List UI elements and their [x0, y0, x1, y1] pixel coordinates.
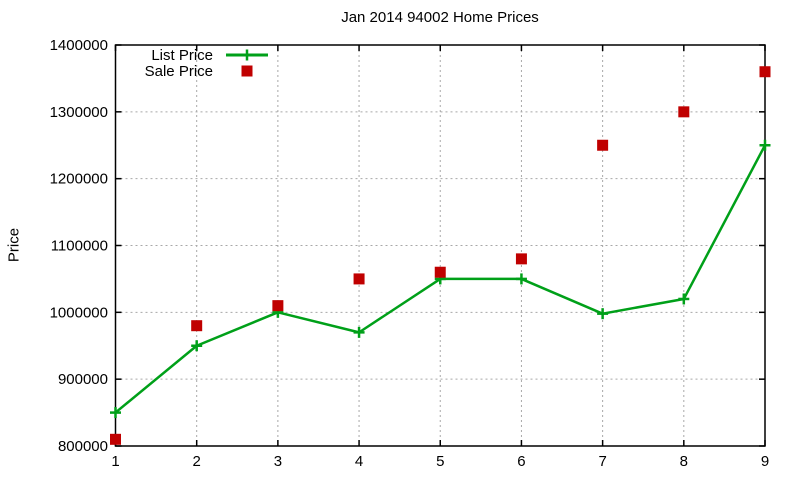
svg-text:1400000: 1400000	[50, 37, 108, 54]
gridlines	[115, 45, 765, 446]
series-list-price	[110, 139, 771, 419]
svg-text:3: 3	[274, 453, 282, 470]
y-axis-title: Price	[5, 227, 23, 263]
legend-square-icon	[241, 65, 253, 77]
svg-text:800000: 800000	[58, 438, 108, 455]
svg-text:2: 2	[193, 453, 201, 470]
svg-text:1100000: 1100000	[51, 238, 108, 255]
series-sale-price	[110, 66, 771, 445]
legend-label-sale-price: Sale Price	[144, 62, 213, 80]
legend-item-list-price: List Price	[81, 46, 269, 64]
axis-ticks	[114, 44, 766, 447]
legend-label-list-price: List Price	[151, 46, 213, 64]
svg-text:1200000: 1200000	[50, 171, 108, 188]
svg-text:4: 4	[355, 453, 363, 470]
svg-text:7: 7	[598, 453, 606, 470]
svg-text:6: 6	[517, 453, 525, 470]
list-price-line-sample	[226, 49, 268, 61]
svg-text:8: 8	[680, 453, 688, 470]
chart-title: Jan 2014 94002 Home Prices	[341, 9, 539, 26]
svg-text:1000000: 1000000	[50, 304, 108, 321]
y-tick-labels: 800000 900000 1000000 1100000 1200000 1300000…	[50, 37, 108, 455]
svg-text:900000: 900000	[58, 371, 108, 388]
svg-text:1300000: 1300000	[50, 104, 108, 121]
svg-text:1: 1	[111, 453, 119, 470]
svg-text:5: 5	[436, 453, 444, 470]
sale-price-marker-sample	[241, 65, 253, 77]
x-tick-labels: 1 2 3 4 5 6 7 8 9	[111, 453, 769, 470]
legend: List Price Sale Price	[81, 46, 269, 80]
legend-item-sale-price: Sale Price	[81, 62, 269, 80]
svg-text:9: 9	[761, 453, 769, 470]
